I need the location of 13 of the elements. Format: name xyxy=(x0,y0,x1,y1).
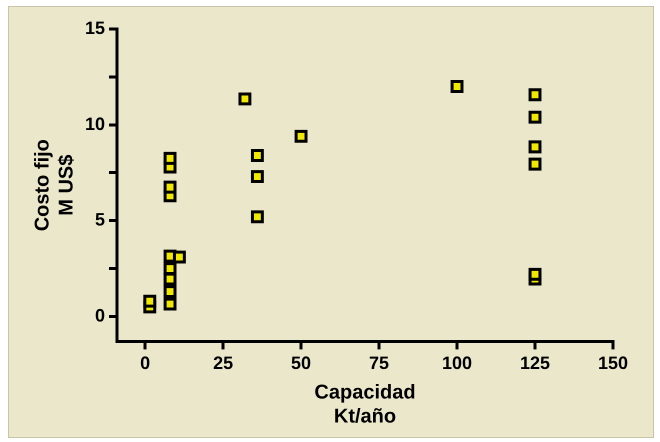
y-tick-label: 15 xyxy=(84,18,106,38)
x-axis-title: Capacidad Kt/año xyxy=(314,382,416,428)
x-tick-label: 50 xyxy=(291,353,312,374)
y-tick-label: 10 xyxy=(84,114,106,134)
y-tick-label: 0 xyxy=(95,305,106,326)
x-tick-label: 25 xyxy=(213,353,234,374)
y-tick-label: 5 xyxy=(95,210,106,230)
x-tick-label: 0 xyxy=(140,353,150,374)
x-tick-label: 150 xyxy=(598,353,628,374)
x-tick-label: 125 xyxy=(520,353,550,374)
x-tick-label: 75 xyxy=(369,353,390,374)
y-axis-title: Costo fijo M US$ xyxy=(32,139,78,232)
x-tick-label: 100 xyxy=(442,353,472,374)
